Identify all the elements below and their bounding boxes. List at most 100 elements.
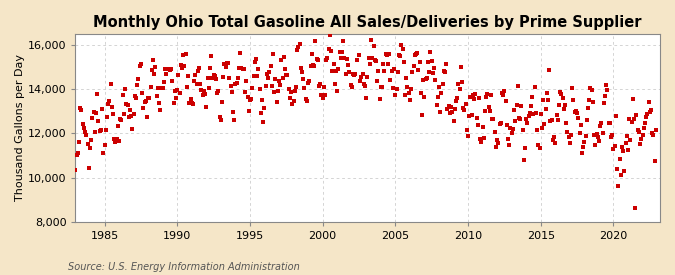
Point <box>645 108 656 112</box>
Point <box>169 89 180 93</box>
Point <box>343 63 354 68</box>
Point <box>514 116 524 120</box>
Point <box>144 96 155 100</box>
Point <box>326 48 337 53</box>
Point <box>117 93 128 97</box>
Point <box>247 86 258 90</box>
Point <box>150 64 161 69</box>
Point <box>194 66 205 71</box>
Point <box>574 131 585 135</box>
Point <box>556 92 567 96</box>
Point <box>78 126 89 130</box>
Point <box>244 98 255 102</box>
Point <box>196 87 207 92</box>
Point <box>178 53 189 58</box>
Point <box>383 62 394 66</box>
Point <box>355 79 366 83</box>
Point <box>572 111 583 116</box>
Point <box>109 136 119 141</box>
Point <box>269 90 279 94</box>
Point <box>74 140 84 144</box>
Point <box>649 159 660 163</box>
Point <box>267 52 278 56</box>
Point <box>480 108 491 113</box>
Point <box>323 47 334 51</box>
Point <box>139 100 150 104</box>
Point <box>645 110 655 114</box>
Point <box>374 97 385 101</box>
Point <box>458 106 468 110</box>
Point <box>475 136 485 141</box>
Point <box>157 86 168 90</box>
Point <box>566 133 576 137</box>
Point <box>367 56 378 60</box>
Point <box>628 97 639 101</box>
Point <box>161 72 171 76</box>
Point <box>75 106 86 111</box>
Point <box>84 146 95 150</box>
Point <box>250 57 261 62</box>
Point <box>198 88 209 93</box>
Point <box>340 72 351 76</box>
Point <box>425 50 436 54</box>
Point <box>468 97 479 101</box>
Point <box>270 77 281 81</box>
Point <box>489 130 500 134</box>
Point <box>549 135 560 139</box>
Point <box>288 99 299 103</box>
Point <box>142 96 153 100</box>
Point <box>601 83 612 87</box>
Point <box>504 142 514 147</box>
Point <box>308 64 319 68</box>
Point <box>479 136 489 140</box>
Point <box>421 76 432 81</box>
Point <box>133 77 144 82</box>
Point <box>311 56 322 61</box>
Point <box>439 70 450 74</box>
Point <box>273 78 284 83</box>
Point <box>331 69 342 73</box>
Point <box>460 102 471 107</box>
Point <box>488 117 499 121</box>
Point <box>197 93 208 97</box>
Point <box>433 85 444 89</box>
Point <box>172 87 183 92</box>
Point <box>342 57 352 62</box>
Point <box>313 57 323 62</box>
Y-axis label: Thousand Gallons per Day: Thousand Gallons per Day <box>15 54 25 201</box>
Point <box>302 80 313 85</box>
Point <box>296 70 307 74</box>
Point <box>350 72 360 76</box>
Point <box>95 128 106 133</box>
Point <box>349 73 360 77</box>
Point <box>226 90 237 94</box>
Point <box>517 128 528 132</box>
Point <box>462 128 472 132</box>
Point <box>212 91 223 95</box>
Point <box>604 121 615 125</box>
Point <box>585 86 596 90</box>
Point <box>339 56 350 60</box>
Point <box>361 96 372 100</box>
Point <box>134 64 145 68</box>
Point <box>541 91 552 95</box>
Point <box>394 53 404 57</box>
Point <box>371 59 381 64</box>
Point <box>437 82 448 87</box>
Point <box>402 84 413 89</box>
Point <box>344 70 354 74</box>
Point <box>237 67 248 72</box>
Point <box>103 102 113 107</box>
Point <box>166 66 177 71</box>
Point <box>119 112 130 116</box>
Point <box>614 156 625 161</box>
Point <box>302 99 313 103</box>
Point <box>145 85 156 89</box>
Point <box>80 130 90 134</box>
Point <box>136 62 146 67</box>
Point <box>192 69 203 73</box>
Point <box>176 63 186 67</box>
Point <box>159 79 169 84</box>
Point <box>651 128 661 133</box>
Point <box>316 93 327 97</box>
